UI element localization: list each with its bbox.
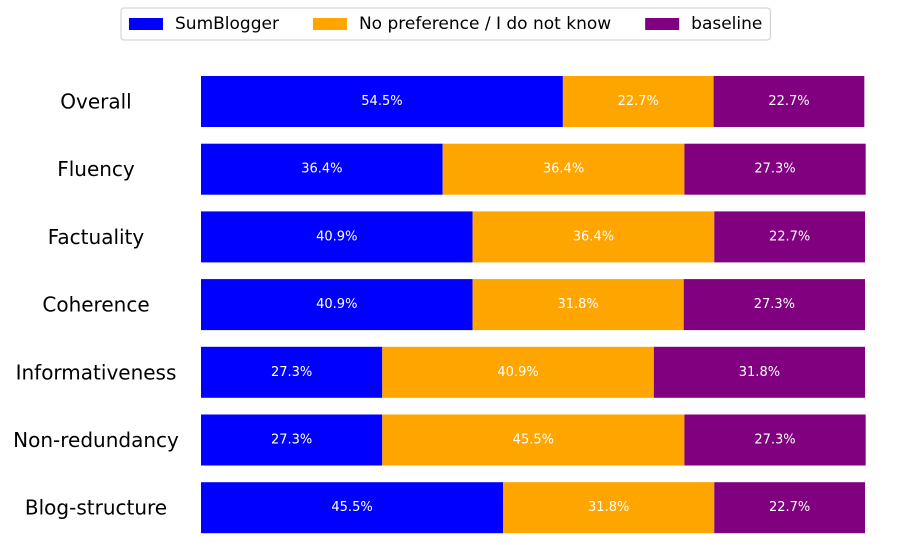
bar-blog-structure-baseline [714, 482, 865, 534]
bar-fluency-sumblogger [201, 143, 443, 195]
bar-overall-sumblogger [201, 76, 563, 127]
data-label-coherence-no-preference-i-do-not-know: 31.8% [557, 297, 598, 312]
data-label-non-redundancy-sumblogger: 27.3% [271, 433, 312, 448]
data-label-factuality-no-preference-i-do-not-know: 36.4% [573, 229, 614, 244]
bar-row-blog-structure: 45.5% 31.8% 22.7% [201, 482, 865, 534]
data-label-informativeness-sumblogger: 27.3% [271, 365, 312, 380]
category-label-blog-structure: Blog-structure [25, 496, 167, 520]
bar-row-coherence: 40.9% 31.8% 27.3% [201, 279, 865, 331]
data-label-fluency-no-preference-i-do-not-know: 36.4% [543, 162, 584, 177]
data-label-coherence-sumblogger: 40.9% [316, 297, 357, 312]
data-label-blog-structure-sumblogger: 45.5% [331, 500, 372, 515]
bar-factuality-sumblogger [201, 211, 473, 263]
data-label-overall-baseline: 22.7% [768, 94, 809, 109]
bar-non-redundancy-sumblogger [201, 414, 383, 466]
category-label-factuality: Factuality [48, 225, 145, 249]
bar-overall-baseline [713, 76, 865, 127]
data-label-informativeness-baseline: 31.8% [739, 365, 780, 380]
bar-row-non-redundancy: 27.3% 45.5% 27.3% [201, 414, 866, 466]
data-label-fluency-sumblogger: 36.4% [301, 162, 342, 177]
legend: SumBlogger No preference / I do not know b… [120, 7, 771, 41]
legend-swatch-sumblogger [129, 18, 163, 30]
bar-coherence-no-preference-i-do-not-know [472, 279, 684, 331]
bars: 54.5% 22.7% 22.7% 36.4% 36.4% 27.3% 40.9% 36.4%… [201, 76, 866, 534]
data-label-factuality-baseline: 22.7% [769, 229, 810, 244]
category-label-informativeness: Informativeness [16, 360, 177, 384]
category-label-coherence: Coherence [42, 293, 149, 317]
data-label-overall-no-preference-i-do-not-know: 22.7% [618, 94, 659, 109]
bar-row-factuality: 40.9% 36.4% 22.7% [201, 211, 865, 263]
bar-informativeness-sumblogger [201, 346, 383, 398]
data-label-overall-sumblogger: 54.5% [361, 94, 402, 109]
bar-non-redundancy-no-preference-i-do-not-know [382, 414, 685, 466]
legend-label-no-preference-i-do-not-know: No preference / I do not know [359, 14, 611, 34]
data-label-blog-structure-baseline: 22.7% [769, 500, 810, 515]
bar-row-overall: 54.5% 22.7% 22.7% [201, 76, 865, 127]
bar-non-redundancy-baseline [684, 414, 866, 466]
category-label-fluency: Fluency [57, 157, 135, 181]
data-label-coherence-baseline: 27.3% [754, 297, 795, 312]
data-label-fluency-baseline: 27.3% [754, 162, 795, 177]
bar-blog-structure-no-preference-i-do-not-know [503, 482, 715, 534]
legend-label-baseline: baseline [691, 14, 762, 34]
bar-coherence-baseline [683, 279, 865, 331]
category-labels: Overall Fluency Factuality Coherence Informa… [13, 90, 179, 520]
legend-frame [120, 7, 771, 41]
legend-swatch-baseline [645, 18, 680, 30]
bar-fluency-no-preference-i-do-not-know [442, 143, 685, 195]
bar-blog-structure-sumblogger [201, 482, 504, 534]
bar-factuality-baseline [714, 211, 865, 263]
data-label-blog-structure-no-preference-i-do-not-know: 31.8% [588, 500, 629, 515]
bar-row-fluency: 36.4% 36.4% 27.3% [201, 143, 866, 195]
data-label-non-redundancy-baseline: 27.3% [754, 433, 795, 448]
data-label-factuality-sumblogger: 40.9% [316, 229, 357, 244]
legend-label-sumblogger: SumBlogger [175, 14, 279, 34]
bar-overall-no-preference-i-do-not-know [562, 76, 714, 127]
data-label-non-redundancy-no-preference-i-do-not-know: 45.5% [513, 433, 554, 448]
bar-row-informativeness: 27.3% 40.9% 31.8% [201, 346, 865, 398]
bar-informativeness-baseline [653, 346, 865, 398]
bar-coherence-sumblogger [201, 279, 473, 331]
legend-swatch-no-preference-i-do-not-know [312, 18, 347, 30]
category-label-non-redundancy: Non-redundancy [13, 428, 179, 452]
data-label-informativeness-no-preference-i-do-not-know: 40.9% [497, 365, 538, 380]
bar-factuality-no-preference-i-do-not-know [472, 211, 715, 263]
category-label-overall: Overall [60, 90, 131, 114]
bar-fluency-baseline [684, 143, 866, 195]
bar-informativeness-no-preference-i-do-not-know [382, 346, 654, 398]
